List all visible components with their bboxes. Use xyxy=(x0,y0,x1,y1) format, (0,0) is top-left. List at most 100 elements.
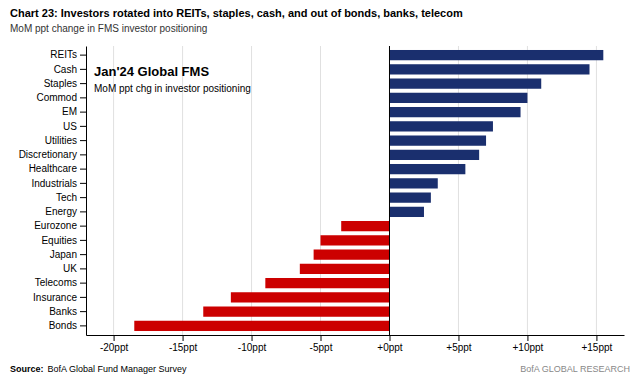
x-tick: +10ppt xyxy=(512,335,543,353)
y-tick-mark xyxy=(80,283,86,284)
y-tick-mark xyxy=(80,69,86,70)
y-tick: US xyxy=(63,121,86,132)
y-tick-mark xyxy=(80,154,86,155)
y-tick: Utilities xyxy=(45,135,86,146)
y-tick: Discretionary xyxy=(19,149,86,160)
y-tick: REITs xyxy=(50,49,86,60)
x-tick-mark xyxy=(183,335,184,341)
x-tick-mark xyxy=(321,335,322,341)
x-tick-mark xyxy=(114,335,115,341)
source-text: BofA Global Fund Manager Survey xyxy=(48,364,188,374)
bar xyxy=(321,235,390,245)
y-axis: REITs Cash Staples Commod EM US Utilities Discr… xyxy=(19,47,87,336)
bar xyxy=(134,321,389,331)
y-tick-mark xyxy=(80,325,86,326)
y-tick: Bonds xyxy=(49,320,86,331)
x-tick-label: -5ppt xyxy=(310,342,333,353)
bar xyxy=(265,278,389,288)
x-tick: -10ppt xyxy=(238,335,267,353)
bar xyxy=(389,164,465,174)
x-tick: -20ppt xyxy=(100,335,129,353)
y-tick-label: Staples xyxy=(44,78,77,89)
x-axis: -20ppt-15ppt-10ppt-5ppt+0ppt+5ppt+10ppt+… xyxy=(87,335,625,353)
y-tick-label: Bonds xyxy=(49,320,77,331)
y-tick-mark xyxy=(80,268,86,269)
source: Source: BofA Global Fund Manager Survey xyxy=(10,364,187,374)
source-label: Source: xyxy=(10,364,44,374)
bar xyxy=(389,135,486,145)
y-tick: Telecoms xyxy=(35,277,86,288)
y-tick: UK xyxy=(63,263,86,274)
y-tick-label: Healthcare xyxy=(29,163,78,174)
grid-line xyxy=(596,46,597,335)
y-tick-label: EM xyxy=(62,106,77,117)
y-axis-line xyxy=(86,47,87,336)
y-tick-mark xyxy=(80,140,86,141)
grid-line xyxy=(251,46,252,335)
y-tick-mark xyxy=(80,211,86,212)
y-tick-mark xyxy=(80,55,86,56)
annotation: MoM ppt chg in investor positioning xyxy=(94,83,251,94)
y-tick: Staples xyxy=(44,78,86,89)
y-tick-mark xyxy=(80,126,86,127)
subtitle: MoM ppt change in FMS investor positioni… xyxy=(10,23,207,34)
y-tick: Banks xyxy=(49,306,86,317)
y-tick-label: Cash xyxy=(54,64,77,75)
grid-line xyxy=(389,46,390,335)
x-tick-label: +5ppt xyxy=(446,342,472,353)
y-tick-mark xyxy=(80,83,86,84)
y-tick: Insurance xyxy=(33,292,86,303)
y-tick-label: Commod xyxy=(36,92,77,103)
chart: Chart 23: Investors rotated into REITs, … xyxy=(0,0,640,379)
bar xyxy=(389,178,437,188)
y-tick-mark xyxy=(80,240,86,241)
grid-line xyxy=(527,46,528,335)
x-tick: +0ppt xyxy=(377,335,403,353)
y-tick-label: Discretionary xyxy=(19,149,77,160)
x-tick-label: -20ppt xyxy=(100,342,129,353)
y-tick-mark xyxy=(80,297,86,298)
title: Chart 23: Investors rotated into REITs, … xyxy=(10,7,463,19)
bar xyxy=(389,93,527,103)
y-tick: Energy xyxy=(45,206,86,217)
y-tick: EM xyxy=(62,106,86,117)
y-tick-mark xyxy=(80,97,86,98)
y-tick-label: Industrials xyxy=(31,178,77,189)
y-tick: Industrials xyxy=(31,178,86,189)
zero-line xyxy=(389,46,390,335)
y-tick-label: Energy xyxy=(45,206,77,217)
x-tick-mark xyxy=(596,335,597,341)
y-tick-mark xyxy=(80,112,86,113)
x-tick: -15ppt xyxy=(169,335,198,353)
y-tick-label: US xyxy=(63,121,77,132)
grid-line xyxy=(458,46,459,335)
y-tick-mark xyxy=(80,183,86,184)
y-tick-mark xyxy=(80,169,86,170)
bar xyxy=(389,64,589,74)
y-tick: Japan xyxy=(50,249,86,260)
y-tick-mark xyxy=(80,197,86,198)
x-tick-label: +0ppt xyxy=(377,342,403,353)
bar xyxy=(389,192,430,202)
annotation: Jan'24 Global FMS xyxy=(94,64,209,79)
x-tick-label: +10ppt xyxy=(512,342,543,353)
bar xyxy=(389,207,423,217)
x-tick: -5ppt xyxy=(310,335,333,353)
x-tick-mark xyxy=(252,335,253,341)
y-tick-mark xyxy=(80,226,86,227)
bar xyxy=(389,50,603,60)
x-tick-mark xyxy=(527,335,528,341)
bar xyxy=(231,292,390,302)
y-tick: Healthcare xyxy=(29,163,86,174)
y-tick-label: Japan xyxy=(50,249,77,260)
y-tick-label: Utilities xyxy=(45,135,77,146)
y-tick-mark xyxy=(80,254,86,255)
y-tick: Tech xyxy=(56,192,86,203)
y-tick-label: Equities xyxy=(41,235,77,246)
y-tick-label: Telecoms xyxy=(35,277,77,288)
y-tick: Commod xyxy=(36,92,86,103)
y-tick: Cash xyxy=(54,64,86,75)
bar xyxy=(389,78,541,88)
y-tick-mark xyxy=(80,311,86,312)
x-tick-mark xyxy=(458,335,459,341)
